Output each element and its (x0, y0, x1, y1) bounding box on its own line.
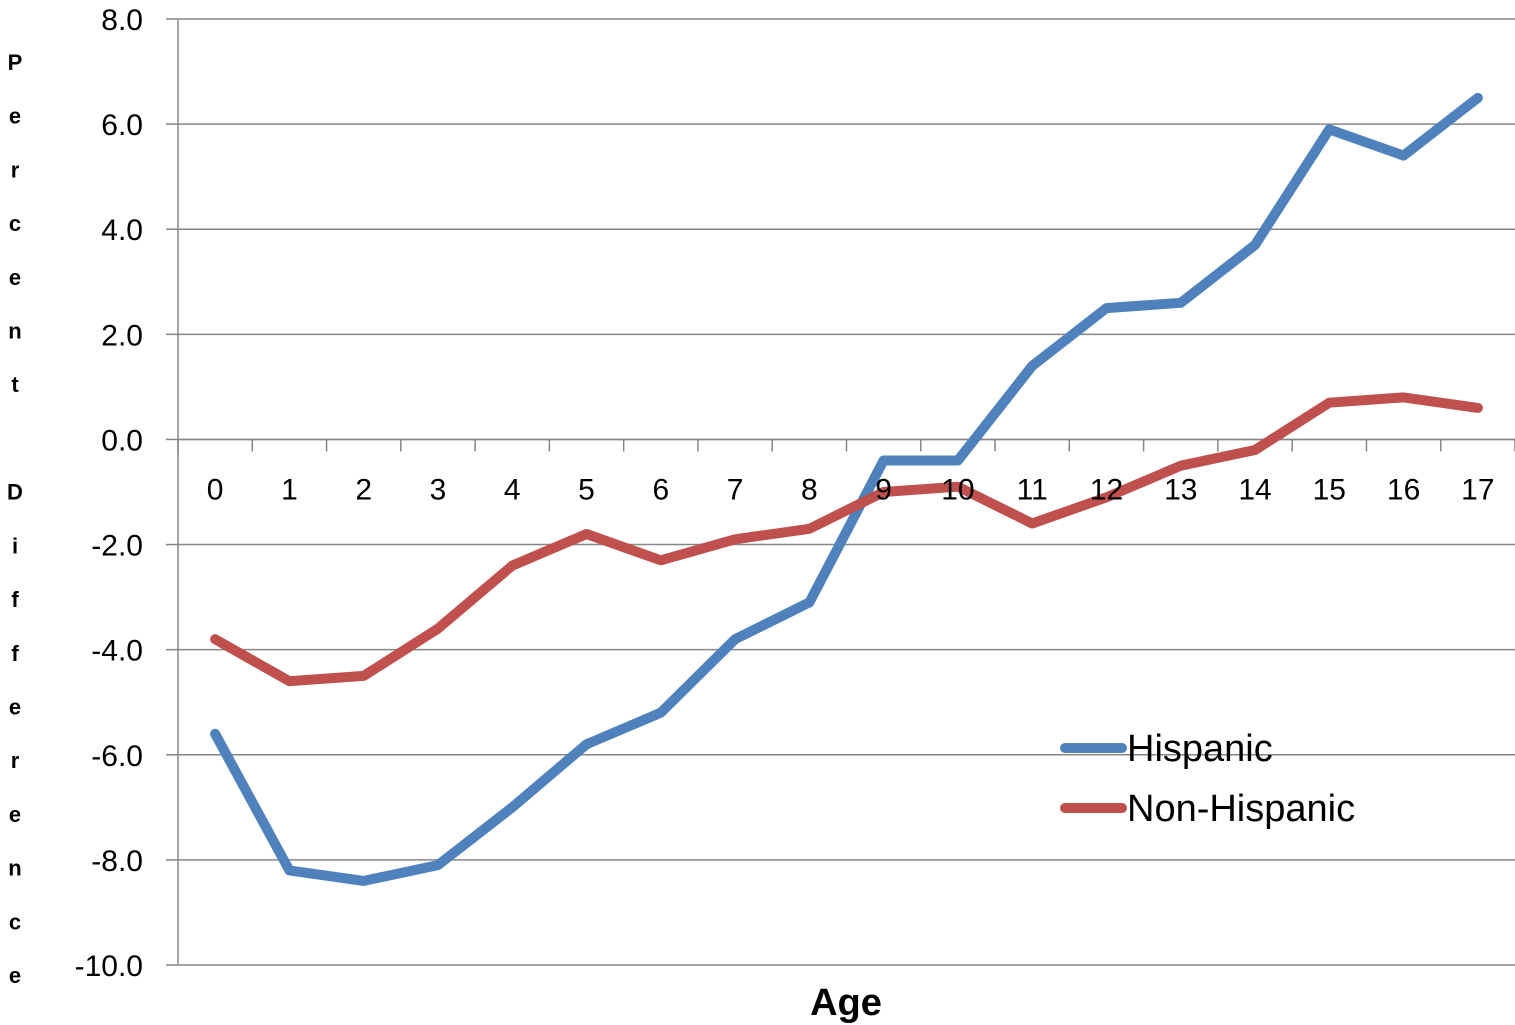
x-tick-label: 17 (1461, 473, 1494, 506)
legend-label: Hispanic (1127, 728, 1273, 770)
axes (166, 18, 1515, 966)
x-axis-title: Age (810, 982, 882, 1024)
y-tick-label: -4.0 (91, 635, 143, 668)
y-tick-label: 6.0 (101, 109, 143, 142)
y-tick-label: -10.0 (75, 950, 143, 983)
x-tick-label: 1 (281, 473, 298, 506)
legend: Hispanic Non-Hispanic (1060, 728, 1355, 830)
x-tick-label: 3 (430, 473, 447, 506)
x-tick-label: 12 (1090, 473, 1123, 506)
y-axis-title-char: c (9, 211, 21, 236)
x-tick-label: 9 (875, 473, 892, 506)
x-tick-label: 15 (1313, 473, 1346, 506)
x-tick-label: 6 (652, 473, 669, 506)
y-axis-title: Pe r c e n t Di f f e r e n c e (7, 50, 23, 988)
legend-label: Non-Hispanic (1127, 788, 1355, 830)
series-lines (210, 92, 1483, 886)
x-tick-label: 10 (941, 473, 974, 506)
y-tick-label: 8.0 (101, 4, 143, 37)
y-axis-title-char: e (9, 963, 21, 988)
x-tick-label: 16 (1387, 473, 1420, 506)
y-axis-title-char: f (11, 641, 19, 666)
y-axis-title-char: r (11, 748, 20, 773)
y-axis-title-char: D (7, 480, 23, 505)
x-tick-label: 5 (578, 473, 595, 506)
series-line-hispanic (210, 92, 1483, 886)
y-axis-title-char: P (8, 50, 23, 75)
x-tick-label: 7 (727, 473, 744, 506)
x-tick-label: 11 (1017, 473, 1048, 506)
y-axis-title-char: e (9, 694, 21, 719)
y-axis-title-char: n (8, 319, 21, 344)
y-axis-title-char: c (9, 909, 21, 934)
series-line-non-hispanic (210, 392, 1483, 687)
y-axis-title-char: n (8, 856, 21, 881)
x-tick-label: 0 (207, 473, 224, 506)
y-axis-title-char: e (9, 265, 21, 290)
y-axis-title-char: f (11, 587, 19, 612)
y-tick-label: 0.0 (101, 424, 143, 457)
y-axis-title-char: t (11, 372, 19, 397)
x-tick-label: 2 (355, 473, 372, 506)
y-tick-label: -2.0 (91, 530, 143, 563)
y-axis-title-char: i (12, 533, 18, 558)
tick-labels: 8.06.04.02.00.0-2.0-4.0-6.0-8.0-10.00 1 2 3… (75, 4, 1495, 983)
y-axis-title-char: e (9, 802, 21, 827)
y-tick-label: 4.0 (101, 214, 143, 247)
x-tick-label: 8 (801, 473, 818, 506)
y-tick-label: 2.0 (101, 319, 143, 352)
x-tick-label: 4 (504, 473, 521, 506)
x-tick-label: 14 (1238, 473, 1271, 506)
y-tick-label: -6.0 (91, 740, 143, 773)
y-tick-label: -8.0 (91, 845, 143, 878)
y-axis-title-char: r (11, 157, 20, 182)
y-axis-title-char: e (9, 104, 21, 129)
x-tick-label: 13 (1164, 473, 1197, 506)
